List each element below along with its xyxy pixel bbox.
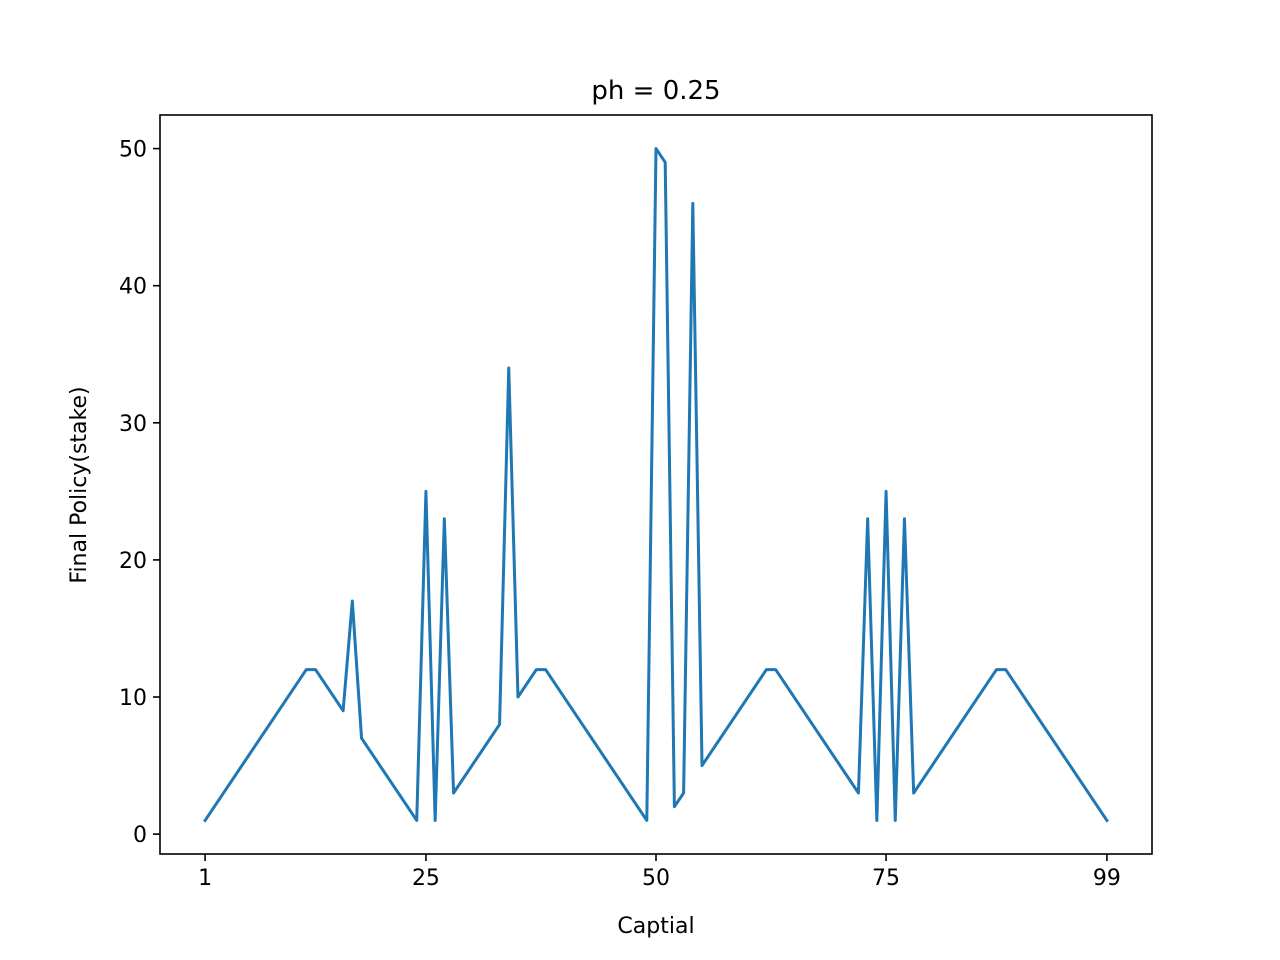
- chart-title: ph = 0.25: [591, 76, 720, 106]
- x-tick-label: 25: [412, 866, 440, 891]
- series-line: [203, 147, 1109, 823]
- y-tick-label: 50: [119, 138, 147, 163]
- y-tick-label: 40: [119, 275, 147, 300]
- y-tick-label: 20: [119, 549, 147, 574]
- y-tick-label: 0: [133, 823, 147, 848]
- x-tick-label: 1: [198, 866, 212, 891]
- plot-area: [203, 147, 1109, 823]
- y-axis-ticks: 0 10 20 30 40 50: [119, 138, 160, 848]
- y-tick-label: 10: [119, 686, 147, 711]
- x-tick-label: 50: [642, 866, 670, 891]
- y-axis-label: Final Policy(stake): [67, 386, 92, 583]
- x-tick-label: 99: [1093, 866, 1121, 891]
- y-tick-label: 30: [119, 412, 147, 437]
- x-tick-label: 75: [872, 866, 900, 891]
- x-axis-ticks: 1 25 50 75 99: [198, 854, 1121, 891]
- x-axis-label: Captial: [617, 914, 694, 939]
